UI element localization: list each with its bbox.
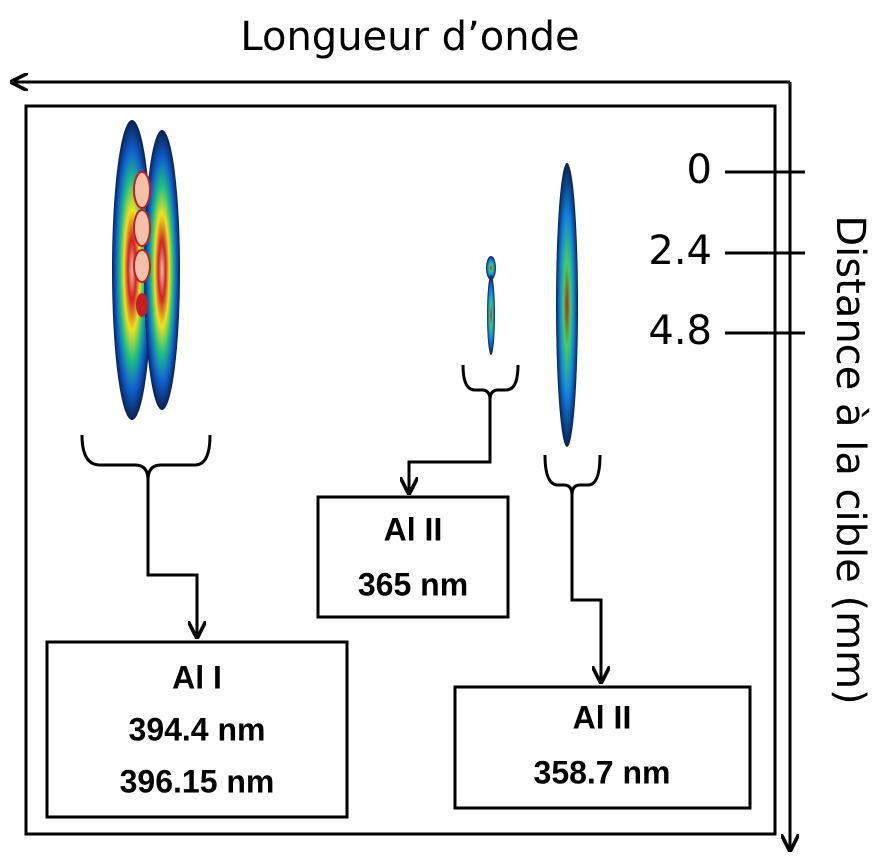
tick-label: 2.4 bbox=[648, 228, 712, 274]
label-text: Al II bbox=[384, 511, 443, 547]
bracket bbox=[80, 434, 212, 481]
label-text: 365 nm bbox=[358, 566, 468, 602]
label-box bbox=[453, 685, 752, 810]
connector-arrow bbox=[409, 400, 492, 493]
label-box bbox=[45, 640, 349, 819]
bracket bbox=[461, 364, 520, 401]
connector-arrow bbox=[570, 495, 601, 682]
label-text: Al I bbox=[172, 659, 222, 695]
spectrum-right bbox=[556, 163, 578, 447]
bracket bbox=[543, 454, 602, 496]
label-text: Al II bbox=[573, 699, 632, 735]
label-text: 358.7 nm bbox=[534, 754, 671, 790]
tick-label: 4.8 bbox=[648, 308, 712, 354]
label-box bbox=[316, 495, 510, 619]
connector-arrow bbox=[146, 480, 197, 637]
label-text: 396.15 nm bbox=[120, 763, 275, 799]
y-axis-label: Distance à la cible (mm) bbox=[827, 215, 873, 704]
label-text: 394.4 nm bbox=[129, 711, 266, 747]
frame bbox=[24, 104, 777, 836]
spectrum-middle bbox=[486, 256, 496, 355]
tick-label: 0 bbox=[687, 147, 712, 193]
spectrum-left bbox=[112, 120, 180, 420]
x-axis-label: Longueur d’onde bbox=[240, 14, 579, 60]
